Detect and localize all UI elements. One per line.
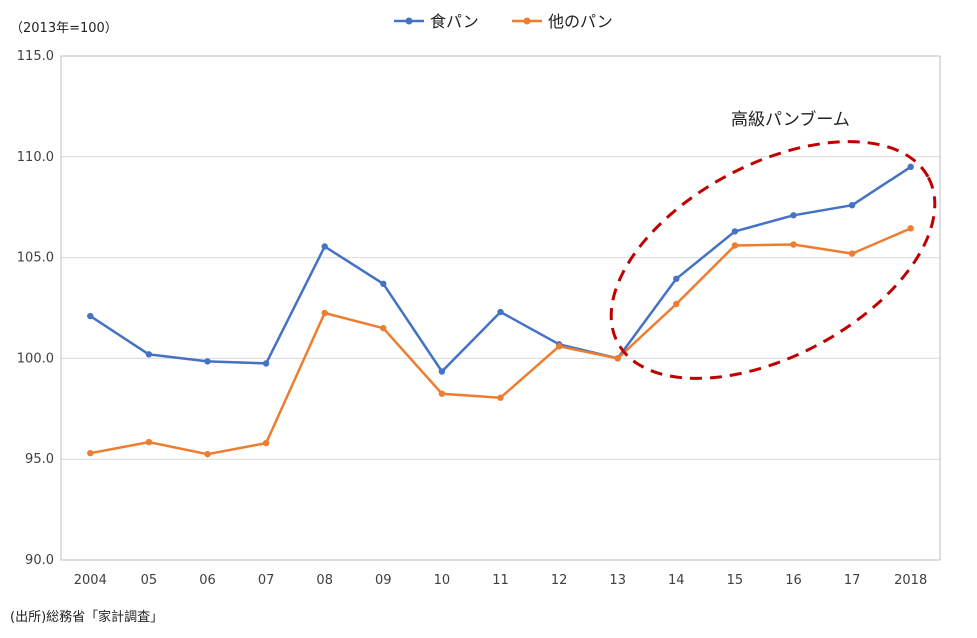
data-point	[87, 449, 94, 457]
y-tick-label: 115.0	[17, 49, 54, 64]
data-point	[731, 242, 739, 249]
data-point	[731, 228, 739, 235]
data-point	[790, 241, 797, 248]
plot-frame	[60, 55, 941, 561]
data-point	[438, 368, 446, 375]
highlight-ellipse	[609, 140, 937, 380]
data-point	[262, 439, 270, 447]
x-tick-label: 08	[316, 573, 333, 588]
x-tick-label: 11	[492, 573, 509, 588]
x-tick-label: 16	[785, 573, 802, 588]
data-point	[848, 201, 856, 209]
data-point	[790, 212, 797, 219]
data-point	[555, 343, 563, 350]
x-tick-label: 2018	[894, 573, 927, 588]
series-line	[90, 227, 912, 456]
series-layer	[87, 163, 914, 458]
data-point	[907, 225, 914, 232]
y-tick-label: 110.0	[17, 150, 54, 165]
x-tick-label: 12	[551, 573, 568, 588]
data-point	[673, 275, 680, 282]
data-point	[204, 450, 211, 458]
legend-marker-other-bread	[523, 17, 531, 25]
data-point	[262, 360, 270, 367]
legend-label-bread: 食パン	[430, 12, 479, 31]
x-tick-label: 2004	[74, 573, 107, 588]
y-tick-label: 100.0	[17, 351, 54, 366]
data-point	[848, 250, 856, 257]
data-point	[380, 324, 387, 332]
data-point	[321, 243, 328, 250]
legend: 食パン 他のパン	[394, 12, 613, 31]
data-point	[204, 358, 211, 365]
data-point	[145, 351, 153, 358]
data-point	[438, 390, 446, 397]
x-tick-label: 14	[668, 573, 685, 588]
x-tick-label: 15	[727, 573, 744, 588]
data-point	[907, 163, 914, 171]
y-tick-label: 90.0	[25, 553, 54, 568]
series-line	[89, 165, 912, 373]
x-axis: 2004 05 06 07 08 09 10 11 12 13 14 15 16 17 2018	[74, 573, 927, 588]
data-point	[673, 300, 680, 308]
data-point	[614, 355, 621, 362]
data-point	[497, 308, 504, 316]
source-note: (出所)総務省「家計調査」	[10, 609, 163, 625]
x-tick-label: 05	[141, 573, 158, 588]
gridlines	[61, 156, 940, 460]
data-point	[497, 394, 504, 401]
x-tick-label: 17	[844, 573, 861, 588]
annotation-label: 高級パンブーム	[731, 109, 850, 130]
x-tick-label: 10	[434, 573, 451, 588]
legend-marker-bread	[405, 17, 413, 25]
x-tick-label: 06	[199, 573, 216, 588]
legend-label-other-bread: 他のパン	[548, 12, 613, 31]
data-point	[87, 312, 94, 320]
x-tick-label: 09	[375, 573, 392, 588]
y-tick-label: 105.0	[17, 251, 54, 266]
series-other-bread	[87, 225, 914, 458]
x-tick-label: 13	[609, 573, 626, 588]
data-point	[380, 280, 387, 288]
series-bread	[87, 163, 914, 375]
unit-note: （2013年=100）	[10, 21, 118, 36]
y-axis: 90.0 95.0 100.0 105.0 110.0 115.0	[17, 49, 54, 568]
x-tick-label: 07	[258, 573, 275, 588]
data-point	[145, 438, 153, 446]
data-point	[321, 309, 328, 317]
y-tick-label: 95.0	[25, 452, 54, 467]
